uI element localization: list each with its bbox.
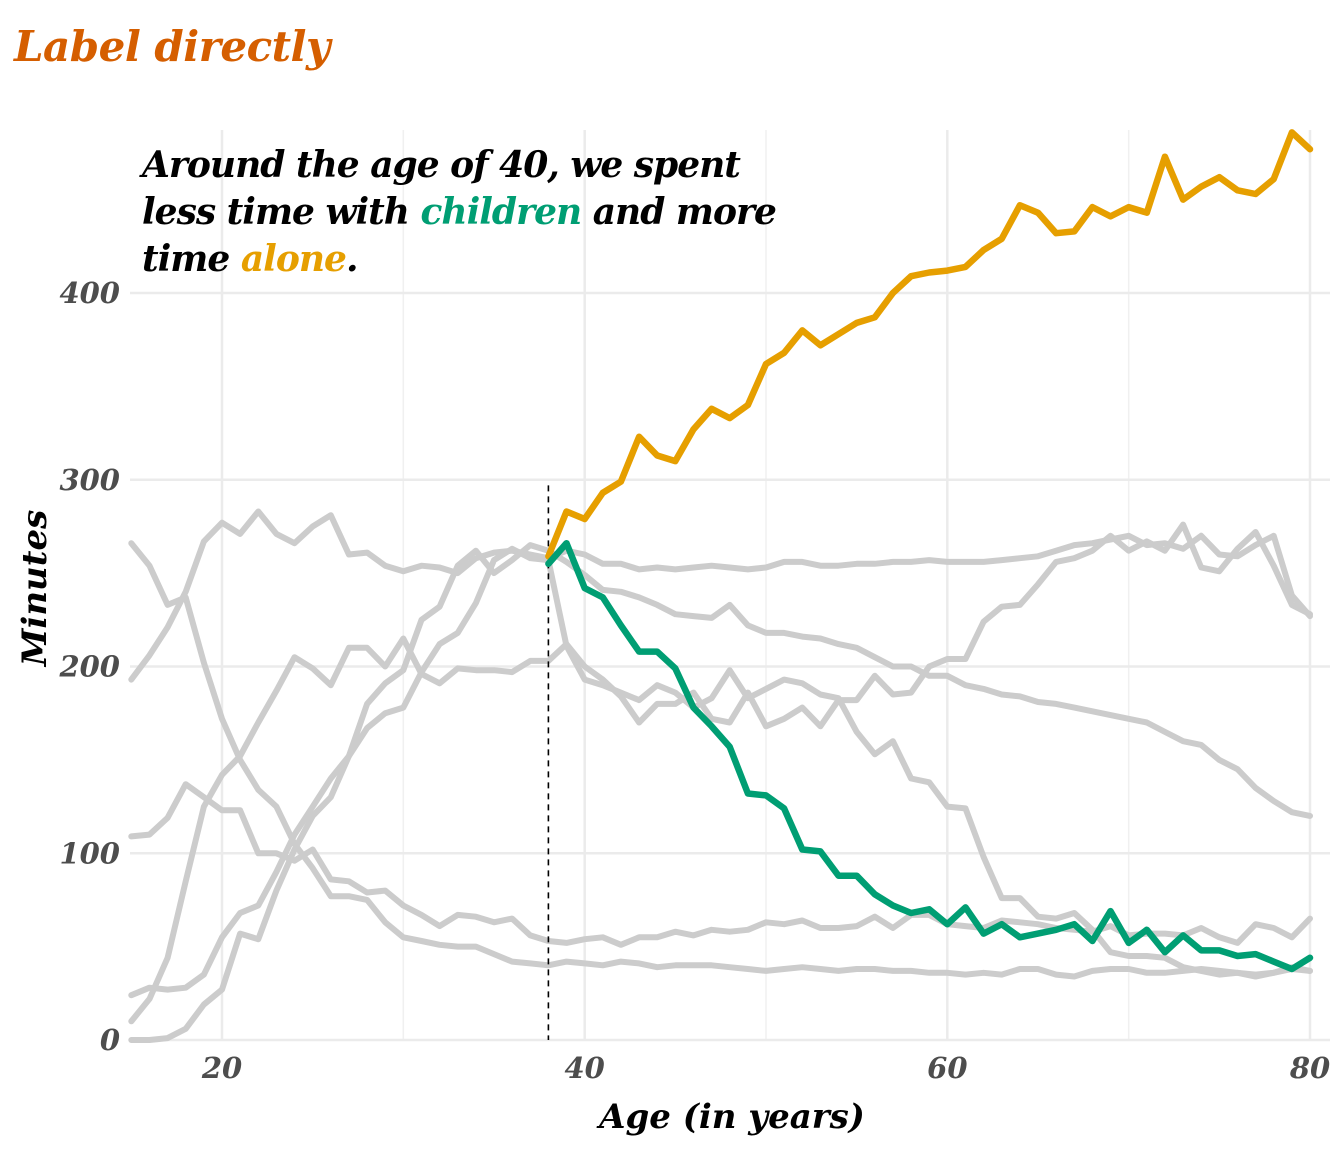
annotation-alone: alone xyxy=(240,238,347,280)
y-tick-label: 200 xyxy=(58,650,120,684)
y-axis-title: Minutes xyxy=(15,510,55,667)
x-tick-label: 60 xyxy=(927,1051,967,1085)
annotation-children: children xyxy=(420,191,582,233)
series-line-background xyxy=(128,781,1313,948)
series-line-background xyxy=(128,542,1313,1043)
series-line-background xyxy=(128,545,1313,999)
tick-labels: 20 40 60 80 0 100 200 300 400 xyxy=(58,276,1330,1085)
series-line-background xyxy=(128,521,1313,1025)
highlight-series xyxy=(545,129,1314,973)
chart-annotation: Around the age of 40, we spent less time… xyxy=(142,142,782,283)
series-line-alone xyxy=(545,129,1314,560)
y-tick-label: 0 xyxy=(100,1023,120,1057)
series-line-background xyxy=(128,540,1313,980)
y-tick-label: 100 xyxy=(59,836,120,870)
series-line-children xyxy=(545,539,1314,973)
background-series xyxy=(128,508,1313,1043)
annotation-text-2: and more time xyxy=(142,191,777,280)
x-tick-label: 20 xyxy=(201,1051,242,1085)
annotation-text-1: Around the age of 40, we spent less time… xyxy=(142,144,741,233)
annotation-text-3: . xyxy=(345,238,359,280)
grid-lines xyxy=(130,130,1330,1042)
page-title: Label directly xyxy=(14,22,330,71)
x-axis-title: Age (in years) xyxy=(596,1097,865,1137)
series-line-background xyxy=(128,508,1313,683)
x-tick-label: 40 xyxy=(564,1051,604,1085)
y-tick-label: 300 xyxy=(59,463,120,497)
x-tick-label: 80 xyxy=(1289,1051,1330,1085)
y-tick-label: 400 xyxy=(59,276,120,310)
